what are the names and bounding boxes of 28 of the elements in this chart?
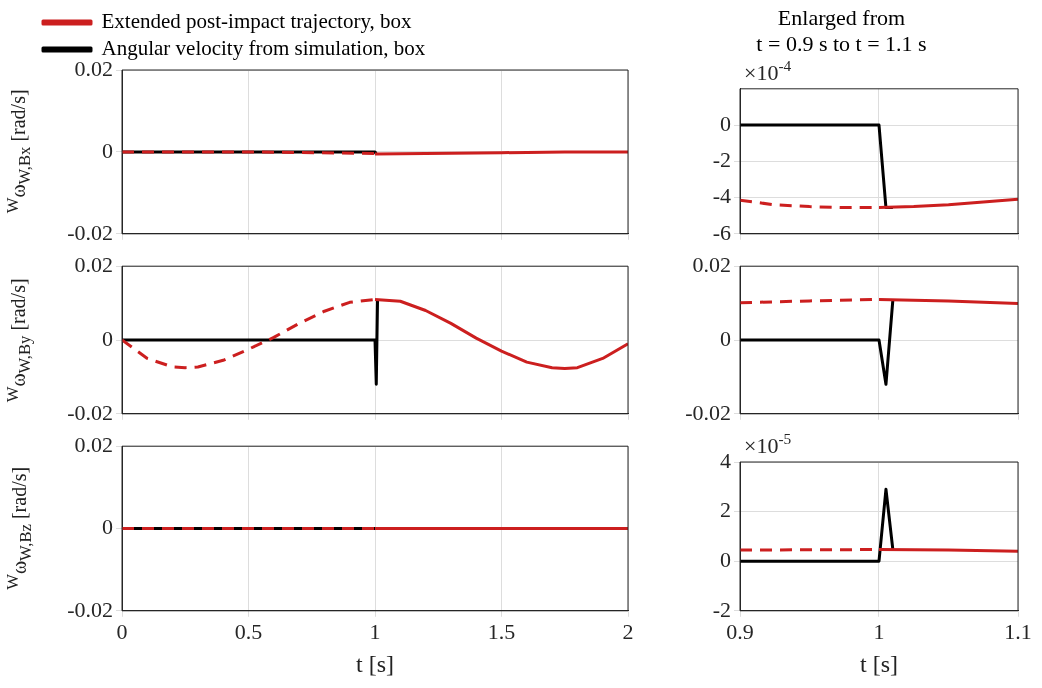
y-tick-label: 0.02 xyxy=(692,251,731,277)
y-tick-label: 0 xyxy=(102,325,113,351)
y-tick-label: -0.02 xyxy=(67,596,113,622)
chart-title: Enlarged from t = 0.9 s to t = 1.1 s xyxy=(756,4,927,57)
y-tick-label: -2 xyxy=(712,147,731,173)
y-tick-label: 0.02 xyxy=(74,251,113,277)
x-axis-title: t [s] xyxy=(356,650,394,677)
x-tick-label: 2 xyxy=(622,618,634,644)
x-tick-label: 1.1 xyxy=(1004,618,1032,644)
y-tick-label: 2 xyxy=(720,497,731,523)
x-tick-label: 1 xyxy=(873,618,885,644)
y-tick-label: 0.02 xyxy=(74,431,113,457)
x-tick-label: 1.5 xyxy=(487,618,516,644)
x-tick-label: 1 xyxy=(369,618,381,644)
y-tick-label: -6 xyxy=(712,219,731,245)
y-tick-label: 0 xyxy=(102,514,113,540)
y-tick-label: -0.02 xyxy=(685,399,731,425)
y-tick-label: -0.02 xyxy=(67,399,113,425)
y-tick-label: -4 xyxy=(712,183,731,209)
y-tick-label: 0 xyxy=(102,137,113,163)
x-axis-title: t [s] xyxy=(860,650,898,677)
y-tick-label: -0.02 xyxy=(67,219,113,245)
legend-label: Extended post-impact trajectory, box xyxy=(101,9,413,34)
x-tick-label: 0.5 xyxy=(234,618,263,644)
y-tick-label: 0 xyxy=(720,546,731,572)
y-tick-label: 0 xyxy=(720,325,731,351)
y-tick-label: 4 xyxy=(720,447,731,473)
y-tick-label: 0 xyxy=(720,110,731,136)
